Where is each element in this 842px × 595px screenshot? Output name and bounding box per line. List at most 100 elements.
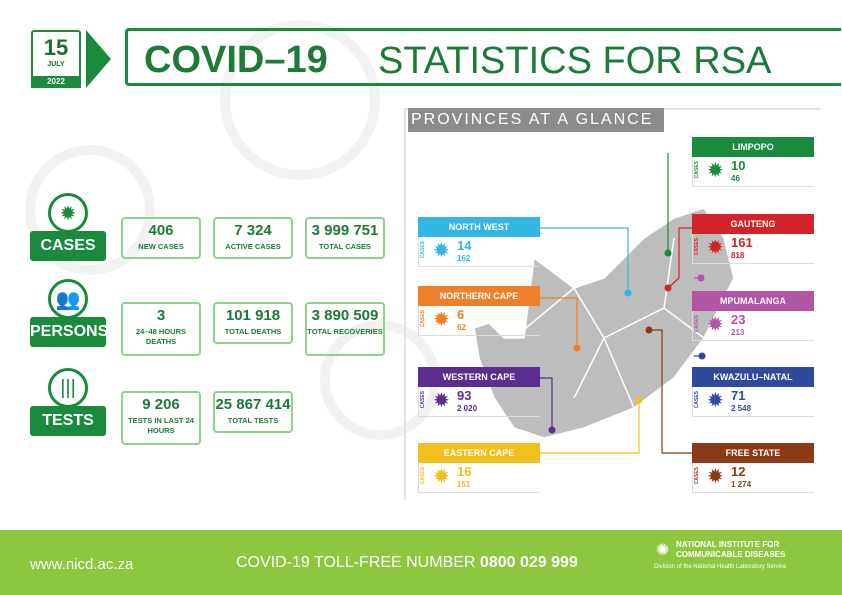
stat-total-recoveries: 3 890 509 TOTAL RECOVERIES [305, 302, 385, 356]
cases-tag: CASES [694, 315, 700, 333]
province-eastern-cape: EASTERN CAPE CASES ✹ 16 151 [418, 443, 540, 493]
stat-value: 406 [148, 222, 174, 239]
virus-icon: ✹ [48, 193, 88, 233]
report-date: 15 JULY 2022 [31, 30, 81, 88]
province-name: MPUMALANGA [692, 291, 814, 311]
stat-label: 24–48 HOURS DEATHS [135, 327, 187, 346]
date-year: 2022 [31, 76, 81, 88]
province-total: 162 [457, 254, 471, 263]
stat-total-deaths: 101 918 TOTAL DEATHS [213, 302, 293, 344]
date-month: JULY [47, 61, 65, 68]
toll-free-number[interactable]: 0800 029 999 [479, 554, 578, 571]
stat-total-tests: 25 867 414 TOTAL TESTS [213, 391, 293, 433]
province-new: 161 [731, 235, 753, 250]
province-total: 151 [457, 480, 471, 489]
cases-tag: CASES [694, 161, 700, 179]
stat-label: TOTAL CASES [318, 242, 372, 251]
cases-tag: CASES [420, 310, 426, 328]
stat-value: 3 999 751 [311, 222, 379, 239]
cases-tag: CASES [694, 467, 700, 485]
cases-tag: CASES [420, 241, 426, 259]
province-name: KWAZULU–NATAL [692, 367, 814, 387]
toll-free-label: COVID-19 TOLL-FREE NUMBER [236, 554, 476, 571]
cases-label: CASES [30, 231, 106, 261]
province-mpumalanga: MPUMALANGA CASES ✹ 23 213 [692, 291, 814, 341]
stat-label: ACTIVE CASES [225, 242, 281, 251]
province-total: 62 [457, 323, 466, 332]
stat-label: TOTAL TESTS [227, 416, 279, 425]
footer [0, 530, 842, 595]
province-limpopo: LIMPOPO CASES ✹ 10 46 [692, 137, 814, 187]
province-gauteng: GAUTENG CASES ✹ 161 818 [692, 214, 814, 264]
people-icon: 👥 [48, 279, 88, 319]
province-new: 23 [731, 312, 746, 327]
province-new: 93 [457, 388, 472, 403]
stat-value: 3 890 509 [311, 307, 379, 324]
province-free-state: FREE STATE CASES ✹ 12 1 274 [692, 443, 814, 493]
province-name: NORTH WEST [418, 217, 540, 237]
nicd-logo: ✺ NATIONAL INSTITUTE FOR COMMUNICABLE DI… [654, 540, 824, 570]
province-northern-cape: NORTHERN CAPE CASES ✹ 6 62 [418, 286, 540, 336]
provinces-header: PROVINCES AT A GLANCE [408, 108, 664, 132]
stat-new-cases: 406 NEW CASES [121, 217, 201, 259]
stat-value: 7 324 [234, 222, 272, 239]
toll-free: COVID-19 TOLL-FREE NUMBER 0800 029 999 [236, 554, 578, 572]
province-new: 6 [457, 307, 465, 322]
title-bold: COVID–19 [144, 39, 328, 81]
virus-icon: ✹ [433, 240, 450, 262]
province-new: 14 [457, 238, 472, 253]
province-name: LIMPOPO [692, 137, 814, 157]
nicd-logo-icon: ✺ [656, 542, 670, 559]
date-arrow-icon [86, 30, 111, 88]
province-name: GAUTENG [692, 214, 814, 234]
virus-icon: ✹ [707, 237, 724, 259]
province-kwazulu-natal: KWAZULU–NATAL CASES ✹ 71 2 548 [692, 367, 814, 417]
province-name: FREE STATE [692, 443, 814, 463]
province-total: 818 [731, 251, 745, 260]
province-total: 2 020 [457, 404, 478, 413]
province-total: 2 548 [731, 404, 752, 413]
province-new: 12 [731, 464, 746, 479]
stat-total-cases: 3 999 751 TOTAL CASES [305, 217, 385, 259]
stat-tests-24h: 9 206 TESTS IN LAST 24 HOURS [121, 391, 201, 445]
province-new: 10 [731, 158, 746, 173]
virus-icon: ✹ [433, 390, 450, 412]
date-day: 15 [43, 35, 69, 60]
virus-icon: ✹ [707, 466, 724, 488]
virus-icon: ✹ [707, 390, 724, 412]
stat-value: 101 918 [225, 307, 281, 324]
stat-label: TOTAL RECOVERIES [307, 327, 383, 336]
virus-icon: ✹ [707, 314, 724, 336]
province-total: 213 [731, 328, 745, 337]
title-rest: STATISTICS FOR RSA [378, 40, 772, 82]
province-total: 46 [731, 174, 740, 183]
stat-recent-deaths: 3 24–48 HOURS DEATHS [121, 302, 201, 356]
cases-tag: CASES [420, 391, 426, 409]
persons-label: PERSONS [30, 317, 108, 347]
page-title: COVID–19 STATISTICS FOR RSA [125, 28, 841, 86]
stat-value: 25 867 414 [215, 396, 291, 413]
stat-value: 3 [156, 307, 166, 324]
virus-icon: ✹ [433, 466, 450, 488]
province-name: WESTERN CAPE [418, 367, 540, 387]
province-western-cape: WESTERN CAPE CASES ✹ 93 2 020 [418, 367, 540, 417]
stat-active-cases: 7 324 ACTIVE CASES [213, 217, 293, 259]
province-name: NORTHERN CAPE [418, 286, 540, 306]
province-name: EASTERN CAPE [418, 443, 540, 463]
stat-label: TESTS IN LAST 24 HOURS [128, 416, 194, 435]
virus-icon: ✹ [707, 160, 724, 182]
stat-value: 9 206 [142, 396, 180, 413]
province-new: 71 [731, 388, 746, 403]
stat-label: NEW CASES [138, 242, 184, 251]
website-link[interactable]: www.nicd.ac.za [30, 556, 134, 573]
stat-label: TOTAL DEATHS [224, 327, 282, 336]
province-total: 1 274 [731, 480, 752, 489]
province-new: 16 [457, 464, 472, 479]
cases-tag: CASES [420, 467, 426, 485]
test-tubes-icon: ||| [48, 368, 88, 408]
cases-tag: CASES [694, 391, 700, 409]
org-name: NATIONAL INSTITUTE FOR COMMUNICABLE DISE… [676, 540, 786, 559]
cases-tag: CASES [694, 238, 700, 256]
virus-icon: ✹ [433, 309, 450, 331]
tests-label: TESTS [30, 406, 106, 436]
